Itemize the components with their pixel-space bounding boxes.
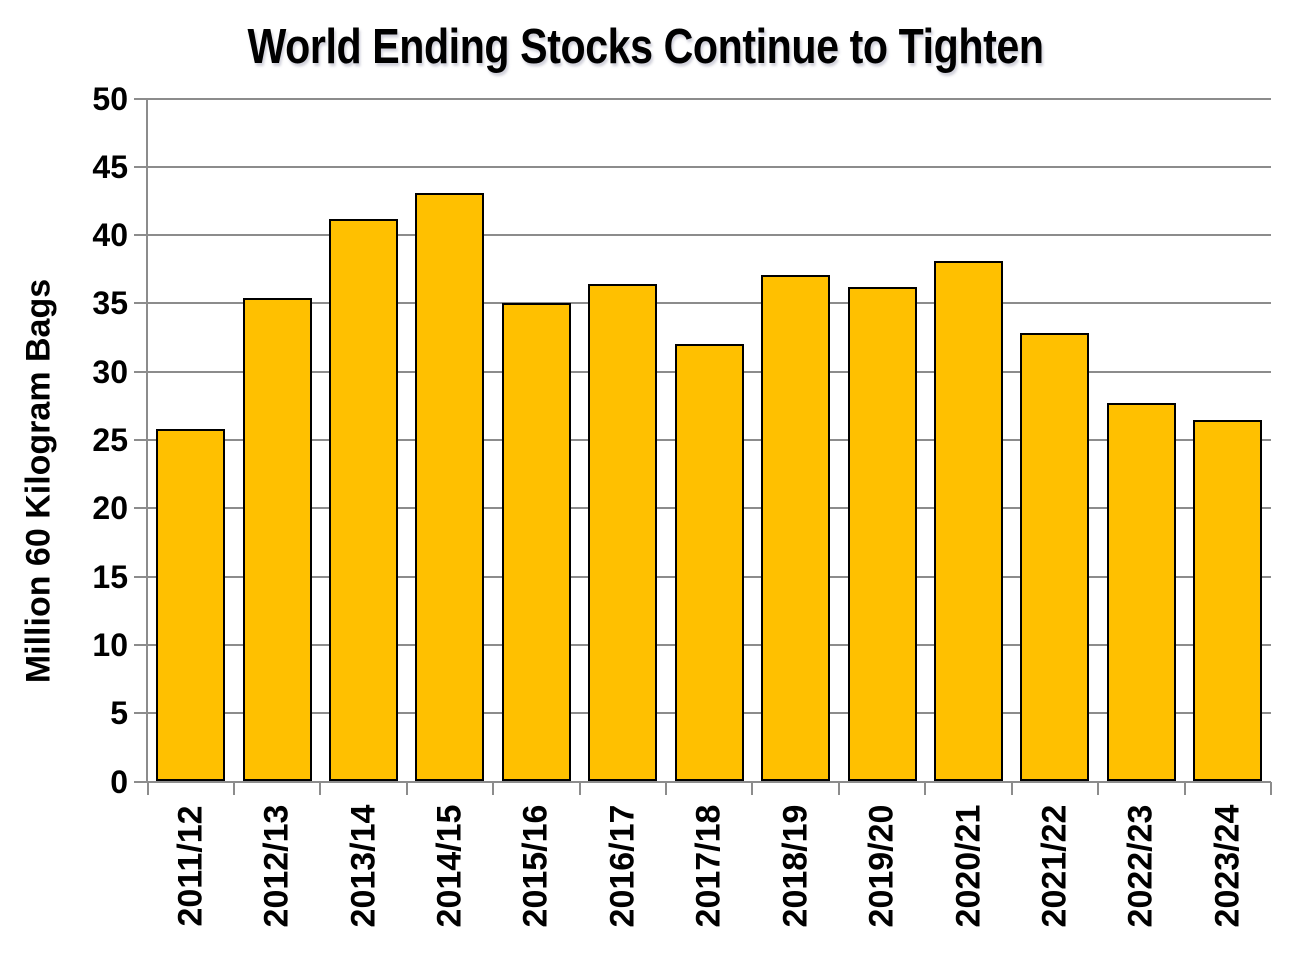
y-axis-line (146, 98, 148, 782)
y-axis-tick-label: 35 (92, 285, 128, 322)
x-axis-tick-label: 2021/22 (1035, 804, 1074, 928)
y-axis-tick (133, 507, 148, 510)
gridline-45 (147, 165, 1271, 168)
y-axis-tick (133, 575, 148, 578)
x-axis-tick (1270, 781, 1272, 795)
chart-title: World Ending Stocks Continue to Tighten (247, 20, 1044, 74)
x-axis-tick-label: 2014/15 (430, 804, 469, 928)
gridline-35 (147, 302, 1271, 305)
y-axis-tick-label: 0 (110, 763, 128, 800)
x-axis-tick-label: 2011/12 (171, 805, 210, 927)
x-axis-tick-label: 2013/14 (344, 804, 383, 928)
bar (242, 297, 312, 782)
x-axis-tick (146, 781, 149, 795)
bar (1193, 419, 1263, 782)
bar (1106, 403, 1176, 782)
x-axis-tick (837, 781, 840, 795)
gridline-0 (147, 780, 1271, 783)
y-axis-tick-label: 5 (110, 695, 128, 732)
y-axis-tick-label: 25 (92, 422, 128, 458)
y-axis-tick-label: 10 (92, 626, 128, 663)
x-axis-tick (578, 781, 581, 795)
gridline-40 (147, 234, 1271, 237)
x-axis-tick-label: 2020/21 (949, 804, 988, 928)
bar (674, 344, 744, 782)
x-axis-tick-label: 2023/24 (1208, 804, 1247, 928)
x-axis-tick (232, 781, 235, 795)
x-axis-tick-label: 2017/18 (689, 804, 728, 928)
y-axis-tick (133, 234, 148, 237)
bar (588, 284, 658, 782)
y-axis-tick (133, 643, 148, 646)
bar (1020, 333, 1090, 782)
x-axis-tick-label: 2012/13 (257, 804, 296, 928)
y-axis-tick-label: 15 (92, 558, 128, 595)
y-axis-tick-label: 20 (92, 490, 128, 527)
y-axis-tick (133, 97, 148, 100)
x-axis-tick (1010, 781, 1013, 795)
x-axis-tick-label: 2022/23 (1121, 804, 1160, 928)
y-axis-tick (133, 370, 148, 373)
gridline-50 (147, 97, 1271, 100)
x-axis-tick (751, 781, 754, 795)
y-axis-tick-label: 30 (92, 353, 128, 390)
y-axis-tick (133, 439, 148, 441)
x-axis-tick (405, 781, 408, 795)
y-axis-tick-label: 50 (92, 80, 128, 117)
y-axis-title: Million 60 Kilogram Bags (19, 278, 58, 684)
x-axis-tick (665, 781, 668, 795)
x-axis-tick (1097, 781, 1100, 795)
x-axis-tick (1183, 781, 1186, 795)
x-axis-tick-label: 2019/20 (862, 804, 901, 928)
y-axis-tick (133, 712, 148, 715)
bar (329, 218, 399, 782)
bar (156, 429, 226, 782)
y-axis-tick-label: 45 (92, 148, 128, 185)
bar (847, 287, 917, 782)
y-axis-tick (133, 302, 148, 305)
x-axis-tick (924, 781, 927, 795)
bar (501, 303, 571, 782)
bar (415, 192, 485, 782)
y-axis-tick (133, 780, 148, 783)
x-axis-tick-label: 2016/17 (603, 804, 642, 928)
x-axis-tick-label: 2018/19 (776, 804, 815, 928)
y-axis-tick-label: 40 (92, 217, 128, 254)
x-axis-tick (492, 781, 495, 795)
bar (761, 274, 831, 782)
x-axis-tick (319, 781, 322, 795)
y-axis-tick (133, 165, 148, 168)
x-axis-tick-label: 2015/16 (516, 804, 555, 928)
bar (934, 261, 1004, 782)
